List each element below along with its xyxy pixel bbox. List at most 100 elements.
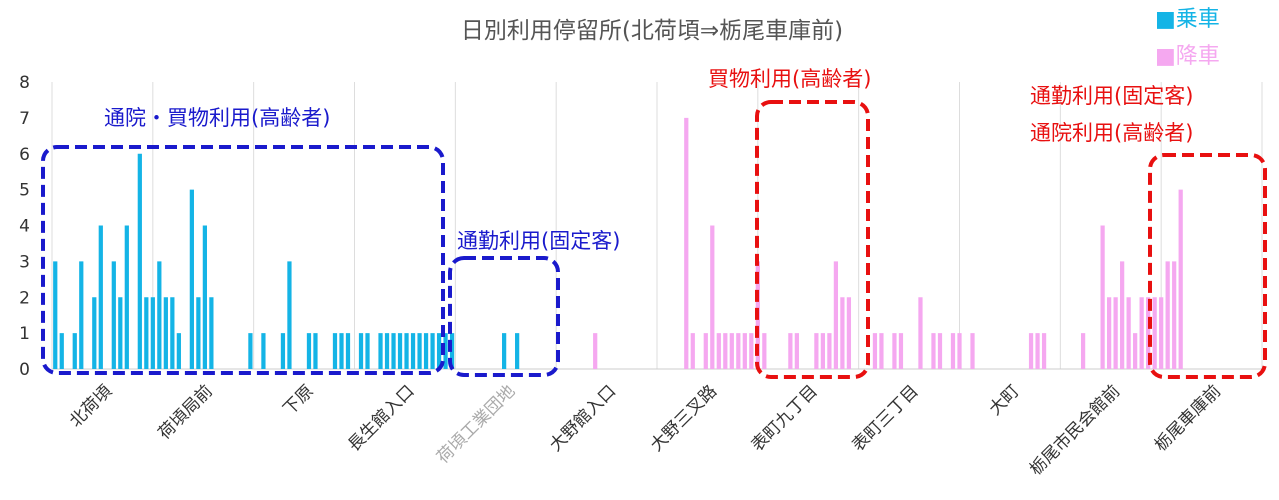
x-tick-label: 大町 (985, 381, 1023, 419)
bar-alighting (970, 333, 975, 370)
x-tick-label: 栃尾車庫前 (1151, 381, 1225, 455)
bar-boarding (358, 333, 364, 370)
bar-boarding (209, 297, 214, 369)
bar-alighting (736, 333, 741, 370)
bar-boarding (313, 333, 318, 370)
bar-boarding (397, 333, 403, 370)
chart-title: 日別利用停留所(北荷頃⇒栃尾車庫前) (461, 18, 843, 44)
x-tick-label: 表町九丁目 (748, 381, 822, 455)
bar-alighting (1120, 261, 1125, 370)
bar-boarding (261, 333, 266, 370)
x-tick-label: 表町三丁目 (848, 381, 922, 455)
bar-boarding (404, 333, 409, 370)
annotation-shopping-elderly: 買物利用(高齢者) (708, 67, 871, 91)
bar-alighting (1107, 297, 1112, 369)
bar-boarding (384, 333, 390, 370)
bar-boarding (144, 297, 149, 369)
bar-alighting (1152, 297, 1157, 369)
y-axis-ticks: 0 1 2 3 4 5 6 7 8 (19, 73, 30, 380)
bar-alighting (710, 225, 715, 369)
bar-boarding (502, 333, 507, 370)
bar-alighting (931, 333, 936, 370)
bar-boarding (59, 333, 64, 370)
bar-alighting (814, 333, 819, 370)
bar-boarding (137, 153, 142, 369)
bar-alighting (846, 297, 852, 369)
bar-boarding (339, 333, 344, 370)
bar-boarding (150, 297, 155, 369)
bar-alighting (1139, 297, 1144, 369)
x-tick-label: 栃尾市民会館前 (1026, 381, 1124, 479)
y-tick-label: 5 (19, 181, 30, 201)
x-tick-label: 荷頃工業団地 (433, 381, 519, 467)
y-tick-label: 0 (19, 360, 30, 380)
x-tick-label: 下原 (280, 381, 318, 419)
bar-alighting (1159, 297, 1164, 369)
bars (53, 117, 1183, 370)
bar-boarding (111, 261, 116, 370)
bar-alighting (1146, 297, 1151, 369)
annotation-commuter-fixed: 通勤利用(固定客) (1030, 84, 1193, 108)
bar-boarding (515, 333, 520, 370)
bar-boarding (345, 333, 351, 370)
bar-alighting (690, 333, 695, 370)
bar-alighting (950, 333, 956, 370)
annotation-clinic-elderly: 通院利用(高齢者) (1030, 121, 1193, 145)
bar-boarding (118, 297, 123, 369)
annotation-elderly-shopping: 通院・買物利用(高齢者) (104, 106, 330, 130)
bar-alighting (1178, 189, 1183, 370)
bar-alighting (1100, 225, 1105, 369)
bar-boarding (423, 333, 429, 370)
bar-alighting (827, 333, 832, 370)
bar-alighting (840, 297, 845, 369)
red-box-shopping (755, 100, 870, 379)
bar-boarding (248, 333, 253, 370)
legend-alight: ■降車 (1155, 44, 1220, 69)
bar-boarding (449, 333, 455, 370)
bar-boarding (124, 225, 129, 369)
bar-boarding (430, 333, 435, 370)
bar-alighting (872, 333, 878, 370)
x-axis-ticks: 北荷頃 荷頃局前 下原 長生館入口 荷頃工業団地 大野館入口 大野三叉路 表町九丁目 表町三丁目… (66, 381, 1225, 479)
y-tick-label: 6 (19, 145, 30, 165)
x-tick-label: 長生館入口 (344, 381, 418, 455)
bar-alighting (1041, 333, 1047, 370)
bar-alighting (1165, 261, 1170, 370)
bar-alighting (833, 261, 839, 370)
bar-boarding (163, 297, 168, 369)
bar-alighting (879, 333, 884, 370)
bar-boarding (378, 333, 383, 370)
bar-alighting (1080, 333, 1086, 370)
bar-alighting (957, 333, 962, 370)
x-tick-label: 荷頃局前 (155, 381, 217, 443)
gridlines (51, 82, 1263, 370)
bar-alighting (820, 333, 825, 370)
bar-alighting (684, 117, 689, 370)
bar-boarding (53, 261, 58, 370)
x-tick-label: 大野三叉路 (647, 381, 721, 455)
bar-boarding (365, 333, 370, 370)
y-tick-label: 4 (19, 217, 30, 237)
bar-boarding (332, 333, 338, 370)
bar-boarding (436, 333, 442, 370)
blue-box-commuter (448, 256, 560, 377)
bar-alighting (723, 333, 728, 370)
bar-alighting (898, 333, 904, 370)
bar-alighting (1172, 261, 1177, 370)
bar-boarding (98, 225, 103, 369)
bar-alighting (742, 333, 747, 370)
bar-boarding (170, 297, 175, 369)
y-tick-label: 3 (19, 252, 30, 272)
red-box-commute-clinic (1148, 153, 1267, 379)
y-tick-label: 1 (19, 324, 30, 344)
bar-boarding (417, 333, 422, 370)
bar-alighting (593, 333, 598, 370)
bar-boarding (287, 261, 292, 370)
bar-alighting (788, 333, 793, 370)
bar-alighting (794, 333, 799, 370)
bar-alighting (703, 333, 708, 370)
bar-alighting (1113, 297, 1118, 369)
bar-boarding (443, 333, 448, 370)
bar-alighting (1035, 333, 1040, 370)
